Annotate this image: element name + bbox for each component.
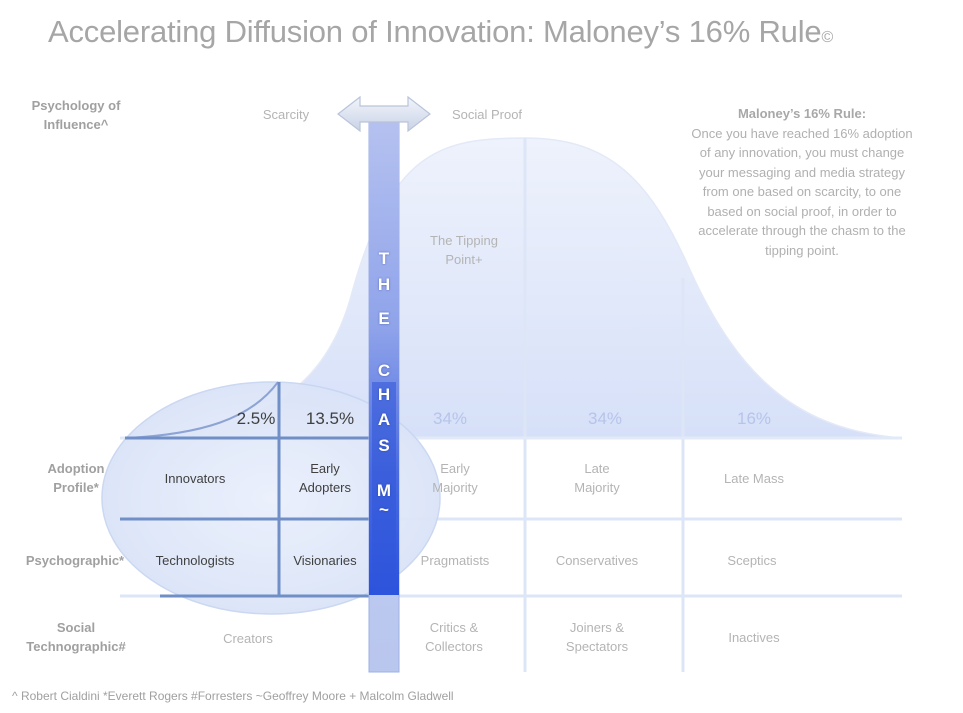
social-critics-collectors: Critics & Collectors <box>425 620 483 654</box>
percent-late-majority: 34% <box>587 409 623 428</box>
chasm-letter: ~ <box>379 500 389 519</box>
adoption-late-majority: Late Majority <box>574 461 620 495</box>
percent-early-adopters: 13.5% <box>305 409 355 428</box>
percent-innovators: 2.5% <box>236 409 276 428</box>
page-title: Accelerating Diffusion of Innovation: Ma… <box>48 14 833 50</box>
psychographic-visionaries: Visionaries <box>293 553 357 568</box>
social-joiners-spectators: Joiners & Spectators <box>565 620 629 654</box>
chasm-letter: S <box>378 436 390 455</box>
adoption-early-adopters: Early Adopters <box>298 461 352 495</box>
percent-early-majority: 34% <box>432 409 468 428</box>
chasm-bar-core <box>372 382 396 595</box>
label-social-proof: Social Proof <box>451 107 523 122</box>
row-label-social: Social Technographic# <box>26 620 126 654</box>
early-segment-oval <box>101 381 441 615</box>
chasm-letter: H <box>377 275 391 294</box>
page-title-text: Accelerating Diffusion of Innovation: Ma… <box>48 14 822 49</box>
percent-late-mass: 16% <box>736 409 772 428</box>
chasm-letter: A <box>377 410 391 429</box>
row-label-psychology: Psychology of Influence^ <box>31 98 121 132</box>
chasm-letter: H <box>377 385 391 404</box>
tipping-point-label: The Tipping Point+ <box>430 233 498 267</box>
adoption-late-mass: Late Mass <box>724 471 784 486</box>
chasm-letter: E <box>378 309 390 328</box>
chasm-letter: C <box>377 361 391 380</box>
label-scarcity: Scarcity <box>262 107 310 122</box>
psychographic-conservatives: Conservatives <box>555 553 639 568</box>
copyright-mark: © <box>821 29 834 46</box>
rule-text: Once you have reached 16% adoption of an… <box>691 125 913 258</box>
adoption-early-majority: Early Majority <box>432 461 478 495</box>
row-label-psychographic: Psychographic* <box>25 553 125 568</box>
row-label-adoption: Adoption Profile* <box>47 461 105 495</box>
scarcity-socialproof-arrow <box>337 95 431 133</box>
social-inactives: Inactives <box>728 630 780 645</box>
psychographic-sceptics: Sceptics <box>727 553 777 568</box>
innovator-curve-segment <box>127 381 279 439</box>
rule-heading: Maloney’s 16% Rule: <box>737 106 867 121</box>
chasm-letter: T <box>378 249 390 268</box>
social-creators: Creators <box>223 631 273 646</box>
psychographic-technologists: Technologists <box>155 553 235 568</box>
chasm-letter: M <box>376 481 392 500</box>
footnote: ^ Robert Cialdini *Everett Rogers #Forre… <box>12 689 454 703</box>
rule-box: Maloney’s 16% Rule: Once you have reache… <box>688 104 916 260</box>
adoption-innovators: Innovators <box>164 471 226 486</box>
psychographic-pragmatists: Pragmatists <box>420 553 490 568</box>
